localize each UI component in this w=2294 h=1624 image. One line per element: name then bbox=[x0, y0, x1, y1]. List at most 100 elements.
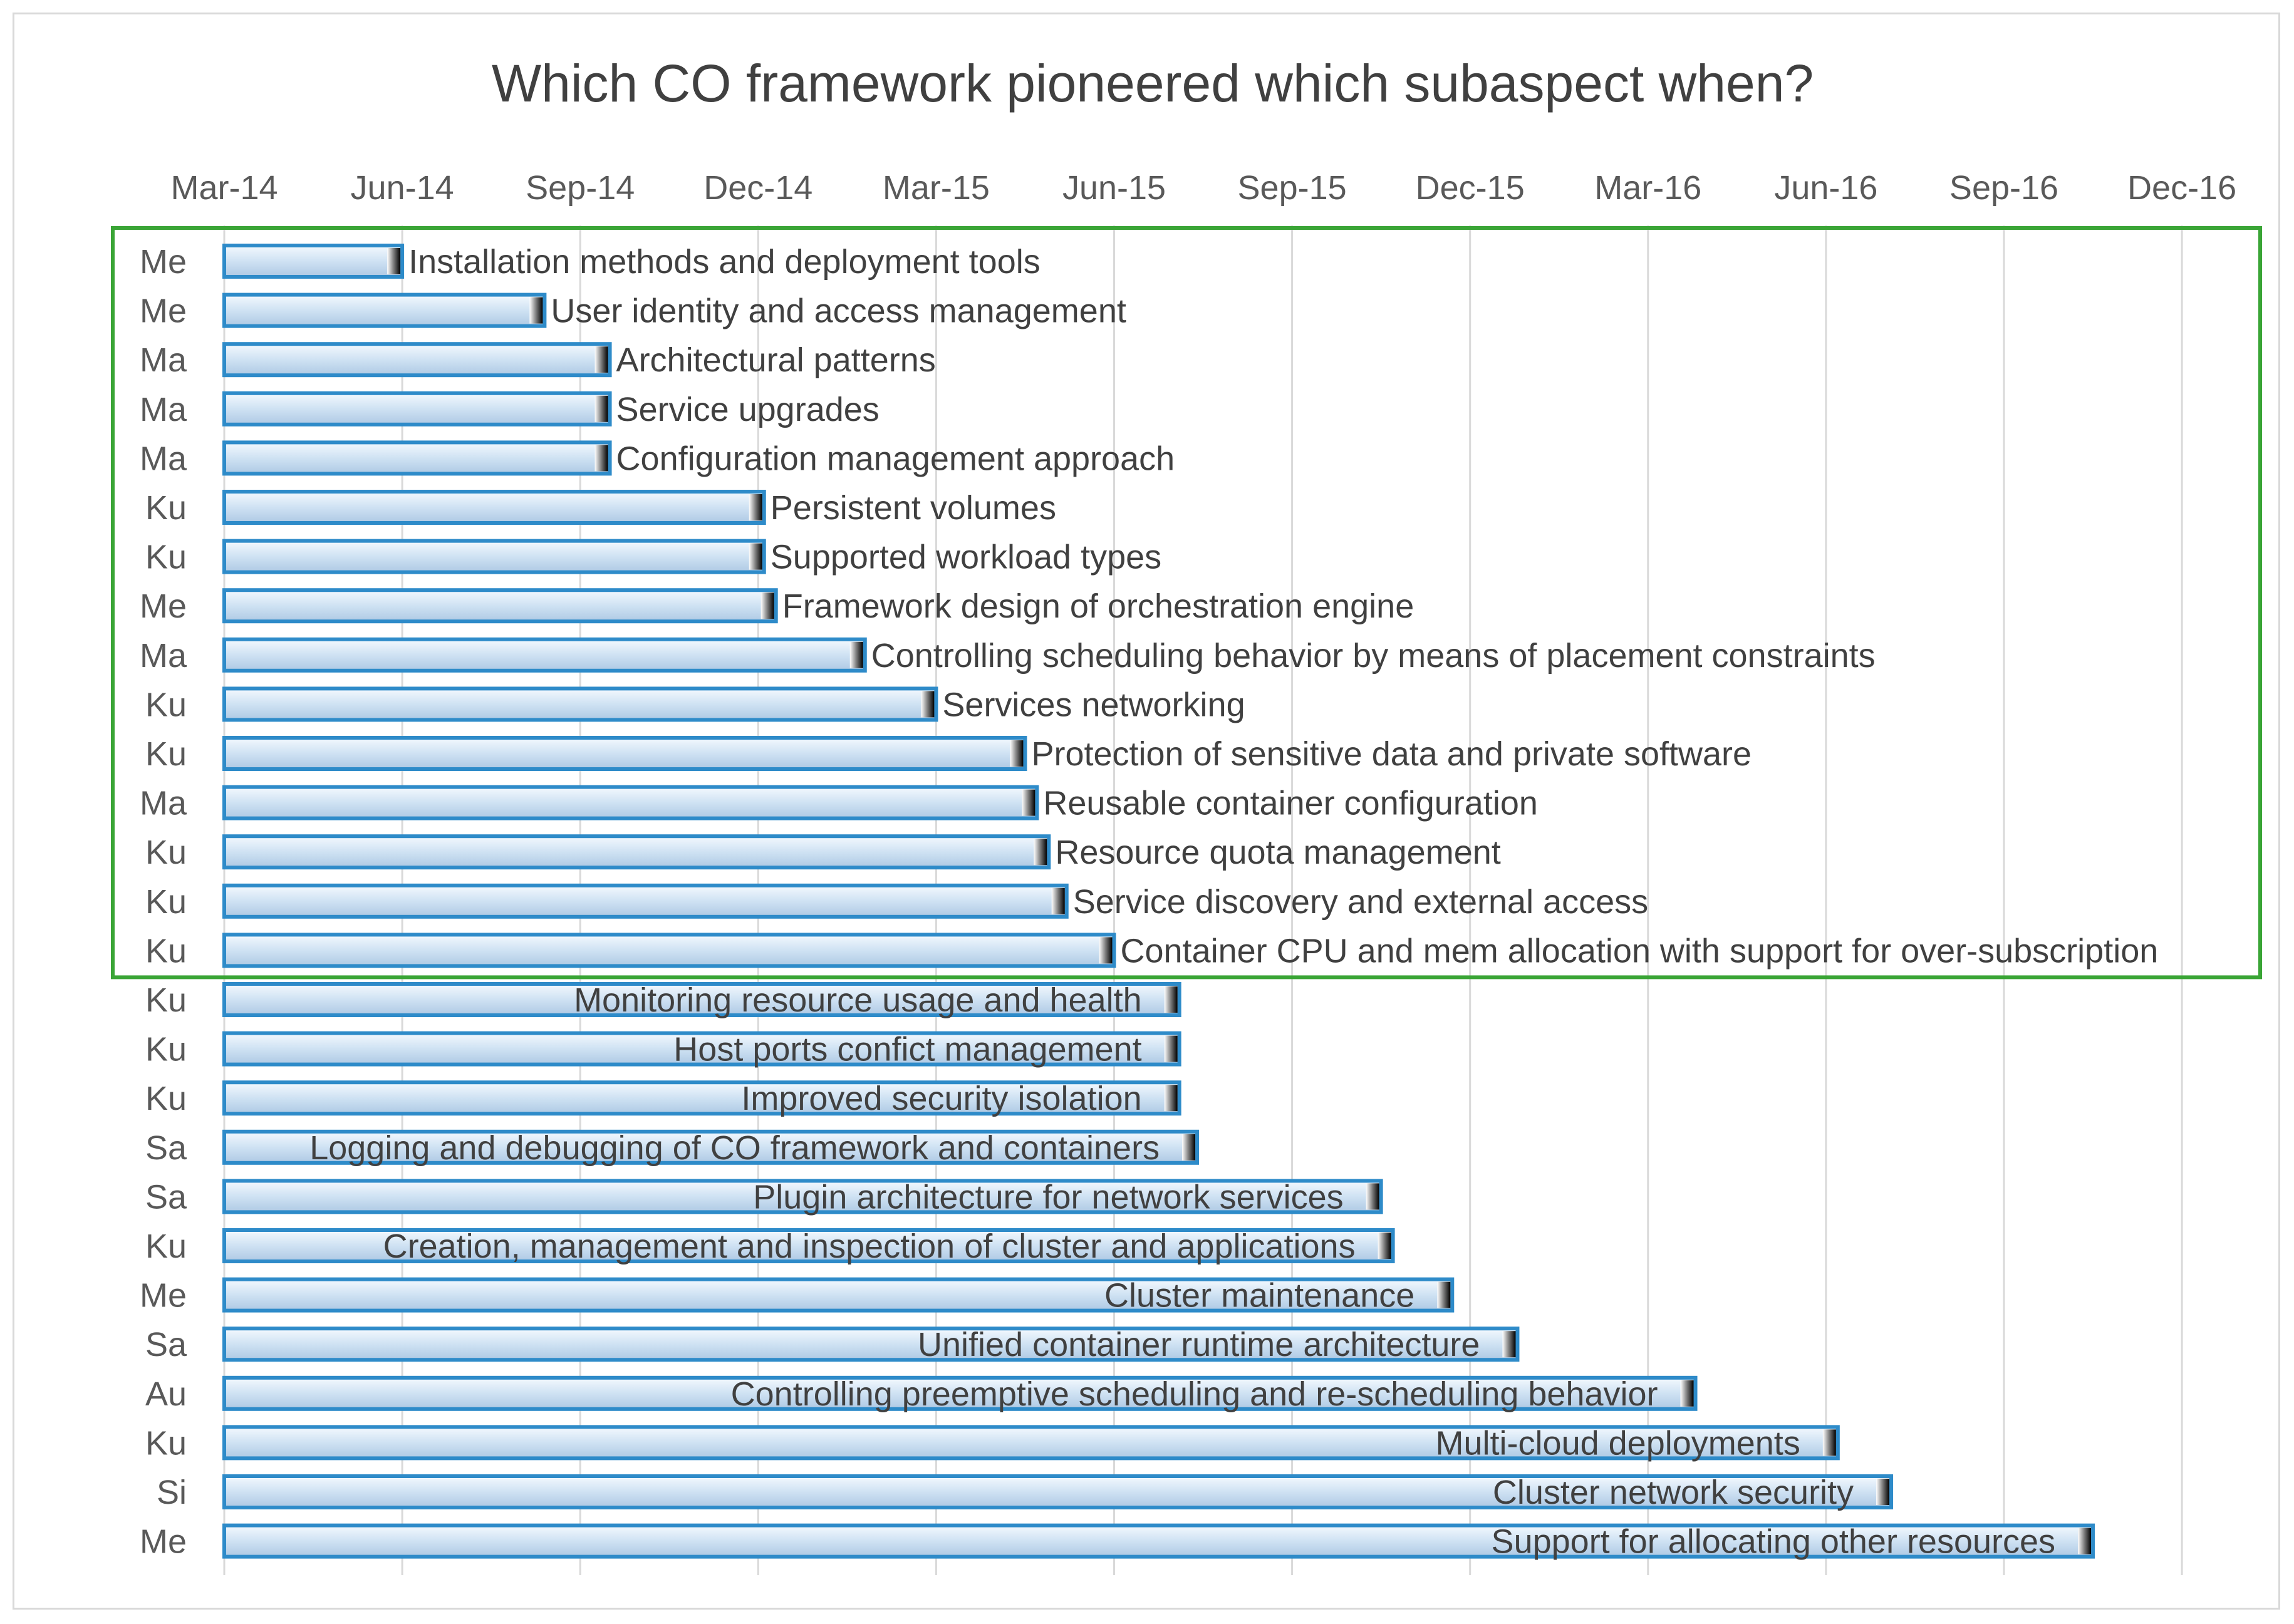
bar-label: Configuration management approach bbox=[616, 440, 1175, 477]
bar bbox=[222, 244, 405, 279]
framework-label: Ku bbox=[145, 981, 187, 1019]
framework-label: Ku bbox=[145, 1424, 187, 1462]
bar-end-cap bbox=[921, 691, 935, 718]
bar bbox=[222, 1031, 1181, 1067]
framework-label: Sa bbox=[145, 1326, 187, 1363]
bar bbox=[222, 883, 1069, 919]
bar-label: Service discovery and external access bbox=[1073, 883, 1648, 921]
bar-end-cap bbox=[529, 297, 543, 324]
bar bbox=[222, 490, 766, 525]
bar-label: Unified container runtime architecture bbox=[918, 1326, 1480, 1363]
framework-label: Ku bbox=[145, 489, 187, 527]
framework-label: Ma bbox=[140, 440, 187, 477]
bar-label: Controlling preemptive scheduling and re… bbox=[731, 1375, 1658, 1413]
bar-end-cap bbox=[749, 543, 762, 570]
bar bbox=[222, 1228, 1395, 1263]
framework-label: Ma bbox=[140, 785, 187, 822]
x-tick-label: Jun-16 bbox=[1774, 169, 1877, 207]
bar-label: User identity and access management bbox=[551, 292, 1126, 330]
x-tick-label: Dec-16 bbox=[2127, 169, 2236, 207]
bar-labels: Installation methods and deployment tool… bbox=[309, 243, 2158, 1561]
bar bbox=[222, 292, 547, 328]
framework-label: Ku bbox=[145, 834, 187, 871]
bar-end-cap bbox=[594, 445, 608, 472]
bar-end-cap bbox=[594, 395, 608, 422]
framework-label: Me bbox=[140, 1523, 187, 1561]
framework-label: Me bbox=[140, 243, 187, 281]
bar bbox=[222, 1080, 1181, 1116]
bar-end-cap bbox=[1502, 1331, 1516, 1358]
bar bbox=[222, 342, 612, 378]
bar bbox=[222, 1129, 1200, 1165]
bar-end-cap bbox=[1164, 1085, 1178, 1112]
bar-end-cap bbox=[1099, 937, 1113, 964]
bar bbox=[222, 982, 1181, 1017]
framework-label: Ma bbox=[140, 341, 187, 379]
bar-end-cap bbox=[594, 346, 608, 373]
framework-label: Ku bbox=[145, 686, 187, 723]
framework-label: Me bbox=[140, 1277, 187, 1315]
bar-label: Service upgrades bbox=[616, 391, 880, 428]
x-tick-label: Mar-16 bbox=[1594, 169, 1701, 207]
bar bbox=[222, 637, 867, 673]
chart-title: Which CO framework pioneered which subas… bbox=[492, 54, 1814, 113]
x-tick-label: Mar-14 bbox=[170, 169, 278, 207]
bar bbox=[222, 1327, 1520, 1362]
bar bbox=[222, 736, 1027, 771]
framework-label: Me bbox=[140, 292, 187, 330]
bar-end-cap bbox=[1164, 1035, 1178, 1062]
bar-end-cap bbox=[1378, 1233, 1391, 1259]
bar bbox=[222, 391, 612, 427]
bars bbox=[222, 244, 2095, 1559]
bar-end-cap bbox=[849, 641, 863, 668]
x-tick-label: Mar-15 bbox=[883, 169, 990, 207]
bar bbox=[222, 1474, 1894, 1509]
bar-label: Protection of sensitive data and private… bbox=[1031, 735, 1752, 773]
bar-end-cap bbox=[1034, 839, 1047, 866]
bar-label: Logging and debugging of CO framework an… bbox=[309, 1129, 1160, 1167]
bar-end-cap bbox=[760, 592, 774, 619]
category-labels: Me Me Ma Ma Ma Ku Ku Me Ma Ku Ku Ma Ku Ku Ku Ku Ku Ku Sa Sa… bbox=[140, 243, 187, 1561]
bar-label: Plugin architecture for network services bbox=[753, 1178, 1343, 1216]
bar-label: Persistent volumes bbox=[771, 489, 1056, 527]
bar-label: Installation methods and deployment tool… bbox=[408, 243, 1041, 281]
bar-label: Controlling scheduling behavior by means… bbox=[871, 637, 1876, 675]
bar-end-cap bbox=[2078, 1528, 2092, 1554]
framework-label: Ku bbox=[145, 735, 187, 773]
bar bbox=[222, 1179, 1383, 1214]
bar-label: Creation, management and inspection of c… bbox=[383, 1228, 1356, 1265]
bar bbox=[222, 933, 1116, 968]
bar bbox=[222, 539, 766, 574]
framework-label: Ma bbox=[140, 637, 187, 675]
framework-label: Ku bbox=[145, 883, 187, 921]
bar-label: Host ports confict management bbox=[673, 1031, 1141, 1068]
highlight-box bbox=[111, 226, 2262, 980]
x-tick-label: Jun-14 bbox=[351, 169, 454, 207]
bar-label: Resource quota management bbox=[1055, 834, 1500, 871]
framework-label: Sa bbox=[145, 1178, 187, 1216]
framework-label: Sa bbox=[145, 1129, 187, 1167]
x-tick-label: Jun-15 bbox=[1062, 169, 1166, 207]
bar-label: Cluster network security bbox=[1493, 1474, 1854, 1511]
bar-end-cap bbox=[1876, 1479, 1890, 1505]
bar-end-cap bbox=[387, 248, 401, 274]
framework-label: Ma bbox=[140, 391, 187, 428]
bar-label: Monitoring resource usage and health bbox=[574, 981, 1142, 1019]
x-axis-ticks: Mar-14 Jun-14 Sep-14 Dec-14 Mar-15 Jun-15 Sep-… bbox=[170, 169, 2236, 207]
bar bbox=[222, 834, 1051, 870]
bar-label: Improved security isolation bbox=[741, 1080, 1141, 1117]
x-tick-label: Dec-15 bbox=[1416, 169, 1525, 207]
framework-label: Ku bbox=[145, 932, 187, 970]
bar-end-cap bbox=[1051, 887, 1065, 914]
bar bbox=[222, 1375, 1698, 1411]
framework-label: Au bbox=[145, 1375, 187, 1413]
framework-label: Si bbox=[157, 1474, 187, 1511]
bar bbox=[222, 1523, 2095, 1559]
bar-label: Services networking bbox=[942, 686, 1245, 723]
bar-end-cap bbox=[1437, 1281, 1451, 1308]
bar bbox=[222, 686, 938, 722]
framework-label: Ku bbox=[145, 1080, 187, 1117]
bar-label: Supported workload types bbox=[771, 539, 1161, 576]
x-tick-label: Sep-16 bbox=[1949, 169, 2058, 207]
